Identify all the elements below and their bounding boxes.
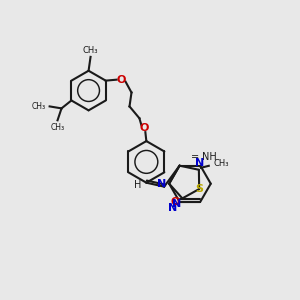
Text: CH₃: CH₃ — [83, 46, 98, 55]
Text: H: H — [134, 180, 141, 190]
Text: N: N — [168, 203, 178, 213]
Text: O: O — [171, 197, 180, 207]
Text: NH: NH — [202, 152, 217, 162]
Text: CH₃: CH₃ — [214, 159, 229, 168]
Text: CH₃: CH₃ — [50, 123, 64, 132]
Text: O: O — [140, 123, 149, 133]
Text: =: = — [191, 152, 200, 162]
Text: N: N — [157, 179, 166, 189]
Text: N: N — [195, 158, 205, 168]
Text: S: S — [195, 184, 203, 194]
Text: CH₃: CH₃ — [32, 102, 46, 111]
Text: O: O — [117, 75, 126, 85]
Text: N: N — [172, 200, 182, 209]
